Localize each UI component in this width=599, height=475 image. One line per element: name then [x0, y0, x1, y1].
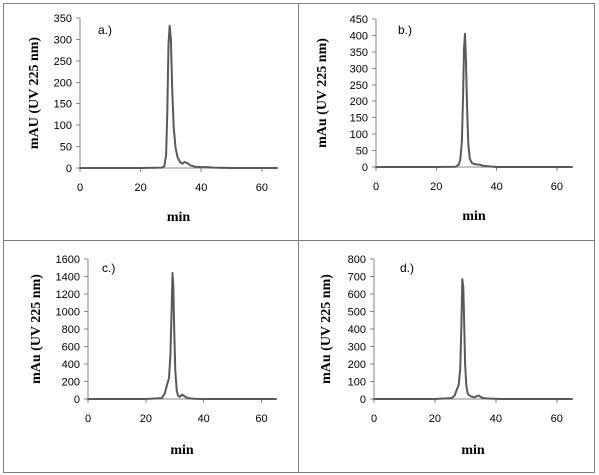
y-tick-label: 1000 — [56, 307, 80, 319]
chart-panel-4: 0 100 200 300 400 500 600 700 800 0 20 40 60 min mAu (… — [319, 254, 573, 458]
x-tick-label: 40 — [198, 413, 210, 425]
y-tick-label: 250 — [350, 80, 368, 92]
x-tick-label: 20 — [429, 413, 441, 425]
y-tick-label: 350 — [54, 13, 72, 25]
chart-panel-2: 0 50 100 150 200 250 300 350 400 450 0 20 40 60 min mAu… — [315, 14, 573, 224]
y-tick-label: 400 — [350, 30, 368, 42]
y-tick-label: 300 — [348, 342, 366, 354]
x-tick-label: 40 — [490, 413, 502, 425]
chart-panel-1: 0 50 100 150 200 250 300 350 0 20 40 60 min mAU (UV 2… — [27, 13, 278, 225]
panel-frame-2 — [298, 3, 595, 241]
y-tick-label: 800 — [348, 254, 366, 266]
y-tick-label: 600 — [62, 342, 80, 354]
x-axis-title: min — [167, 210, 191, 225]
y-tick-label: 0 — [74, 394, 80, 406]
y-tick-label: 100 — [54, 120, 72, 132]
y-tick-label: 100 — [348, 377, 366, 389]
y-tick-label: 400 — [348, 324, 366, 336]
panel-frame-3 — [3, 240, 299, 473]
x-tick-label: 0 — [373, 181, 379, 193]
panel-label: d.) — [400, 261, 414, 275]
y-tick-label: 50 — [60, 142, 72, 154]
series-line-1 — [87, 272, 277, 400]
y-tick-label: 300 — [54, 34, 72, 46]
y-tick-label: 200 — [348, 359, 366, 371]
y-tick-label: 200 — [62, 377, 80, 389]
x-tick-label: 60 — [551, 181, 563, 193]
x-tick-label: 60 — [255, 413, 267, 425]
y-tick-label: 350 — [350, 47, 368, 59]
y-tick-label: 250 — [54, 56, 72, 68]
y-tick-label: 200 — [350, 96, 368, 108]
y-tick-label: 0 — [66, 163, 72, 175]
x-tick-label: 0 — [77, 182, 83, 194]
y-tick-label: 100 — [350, 129, 368, 141]
x-tick-label: 20 — [140, 413, 152, 425]
y-axis-title: mAu (UV 225 nm) — [315, 38, 330, 148]
series-line-1 — [79, 24, 278, 169]
y-tick-label: 1200 — [56, 289, 80, 301]
x-axis-title: min — [170, 443, 194, 458]
y-axis-title: mAu (UV 225 nm) — [29, 274, 44, 384]
x-tick-label: 40 — [195, 182, 207, 194]
chart-panel-3: 0 200 400 600 800 1000 1200 1400 1600 0 20 40 60 min m… — [29, 254, 277, 458]
x-tick-label: 0 — [371, 413, 377, 425]
y-tick-label: 200 — [54, 77, 72, 89]
y-tick-label: 400 — [62, 359, 80, 371]
y-tick-label: 50 — [356, 146, 368, 158]
panel-frame-4 — [298, 240, 595, 473]
series-line-1 — [375, 32, 573, 168]
x-tick-label: 60 — [256, 182, 268, 194]
y-tick-label: 150 — [54, 99, 72, 111]
y-axis-title: mAU (UV 225 nm) — [27, 37, 42, 149]
y-tick-label: 800 — [62, 324, 80, 336]
x-tick-label: 20 — [430, 181, 442, 193]
x-tick-label: 60 — [551, 413, 563, 425]
y-tick-label: 0 — [360, 394, 366, 406]
x-tick-label: 0 — [85, 413, 91, 425]
y-tick-label: 450 — [350, 14, 368, 26]
y-tick-label: 150 — [350, 113, 368, 125]
panel-label: a.) — [98, 23, 112, 37]
x-tick-label: 40 — [490, 181, 502, 193]
panel-label: c.) — [102, 261, 115, 275]
panel-frames — [3, 3, 595, 473]
panel-frame-1 — [3, 3, 299, 241]
y-tick-label: 700 — [348, 272, 366, 284]
y-tick-label: 300 — [350, 63, 368, 75]
y-tick-label: 1400 — [56, 272, 80, 284]
y-tick-label: 1600 — [56, 254, 80, 266]
panel-label: b.) — [398, 23, 412, 37]
x-axis-title: min — [461, 443, 485, 458]
x-tick-label: 20 — [134, 182, 146, 194]
x-axis-title: min — [462, 209, 486, 224]
y-tick-label: 600 — [348, 289, 366, 301]
series-line-1 — [373, 278, 573, 400]
y-axis-title: mAu (UV 225 nm) — [319, 274, 334, 384]
y-tick-label: 500 — [348, 307, 366, 319]
y-tick-label: 0 — [362, 162, 368, 174]
